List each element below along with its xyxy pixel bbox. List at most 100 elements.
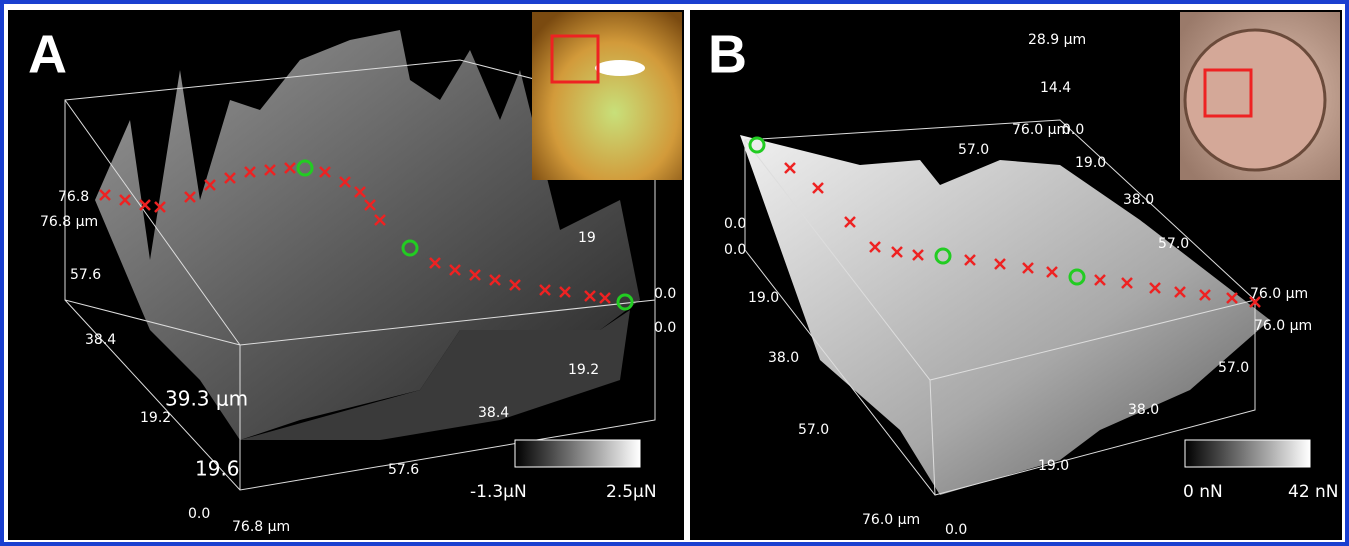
marker	[1199, 289, 1211, 301]
marker	[599, 292, 611, 304]
axis-label: 76.8 μm	[232, 519, 290, 535]
axis-label: 38.0	[768, 350, 799, 366]
axis-label: 19.2	[568, 362, 599, 378]
marker	[264, 164, 276, 176]
marker	[119, 194, 131, 206]
marker	[154, 201, 166, 213]
inset-droplet	[1183, 28, 1327, 172]
panel-letter: B	[708, 24, 747, 84]
axis-label: 38.0	[1128, 402, 1159, 418]
marker	[99, 189, 111, 201]
axis-label: 19	[578, 230, 596, 246]
marker	[1249, 296, 1261, 308]
axis-label: 76.0 μm	[1250, 286, 1308, 302]
marker	[559, 286, 571, 298]
colorbar-min: 0 nN	[1183, 482, 1223, 502]
box	[64, 59, 656, 491]
marker	[374, 214, 386, 226]
colorbar	[1184, 439, 1311, 468]
axis-label: 19.0	[748, 290, 779, 306]
marker-selected	[1068, 268, 1086, 286]
axis-label: 57.0	[1158, 236, 1189, 252]
inset-feature	[595, 60, 645, 76]
axis-label: 0.0	[724, 216, 746, 232]
marker	[584, 290, 596, 302]
axis-label: 76.0 μm	[1254, 318, 1312, 334]
marker	[812, 182, 824, 194]
marker	[319, 166, 331, 178]
marker	[539, 284, 551, 296]
marker	[354, 186, 366, 198]
marker	[364, 199, 376, 211]
marker	[284, 162, 296, 174]
axis-label: 0.0	[724, 242, 746, 258]
marker	[964, 254, 976, 266]
marker	[1022, 262, 1034, 274]
box	[744, 119, 1257, 496]
axis-label: 0.0	[945, 522, 967, 538]
panel-letter: A	[28, 24, 67, 84]
marker	[1226, 292, 1238, 304]
axis-label: 38.0	[1123, 192, 1154, 208]
axis-label: 28.9 μm	[1028, 32, 1086, 48]
colorbar-max: 2.5μN	[606, 482, 657, 502]
axis-label: 57.0	[1218, 360, 1249, 376]
marker	[1094, 274, 1106, 286]
axis-label: 76.8	[58, 189, 89, 205]
axis-label: 57.6	[70, 267, 101, 283]
axis-label: 0.0	[654, 320, 676, 336]
axis-label: 38.4	[478, 405, 509, 421]
axis-label: 19.2	[140, 410, 171, 426]
colorbar	[514, 439, 641, 468]
marker	[891, 246, 903, 258]
marker-selected	[748, 136, 766, 154]
marker-selected	[934, 247, 952, 265]
axis-label: 57.6	[388, 462, 419, 478]
surface-shadow	[240, 310, 630, 440]
marker	[1149, 282, 1161, 294]
inset-box	[1203, 68, 1253, 118]
marker	[912, 249, 924, 261]
axis-label: 0.0	[1062, 122, 1084, 138]
marker	[339, 176, 351, 188]
marker	[1174, 286, 1186, 298]
marker	[429, 257, 441, 269]
inset	[532, 12, 682, 180]
height-label: 39.3 μm	[165, 387, 248, 411]
marker	[994, 258, 1006, 270]
marker	[489, 274, 501, 286]
marker	[469, 269, 481, 281]
axis-label: 57.0	[958, 142, 989, 158]
marker	[224, 172, 236, 184]
marker	[1046, 266, 1058, 278]
axis-label: 76.8 μm	[40, 214, 98, 230]
marker-selected	[616, 293, 634, 311]
marker	[204, 179, 216, 191]
axis-label: 57.0	[798, 422, 829, 438]
axis-label: 19.0	[1038, 458, 1069, 474]
marker	[139, 199, 151, 211]
axis-label: 0.0	[188, 506, 210, 522]
colorbar-max: 42 nN	[1288, 482, 1339, 502]
marker	[184, 191, 196, 203]
axis-label: 38.4	[85, 332, 116, 348]
height-tick: 19.6	[195, 457, 240, 481]
marker	[449, 264, 461, 276]
axis-label: 0.0	[654, 286, 676, 302]
inset-box	[550, 34, 600, 84]
axis-label: 19.0	[1075, 155, 1106, 171]
marker	[509, 279, 521, 291]
axis-label: 76.0 μm	[862, 512, 920, 528]
surface	[95, 30, 640, 440]
axis-label: 14.4	[1040, 80, 1071, 96]
marker	[784, 162, 796, 174]
marker	[869, 241, 881, 253]
marker	[844, 216, 856, 228]
surface	[740, 135, 1270, 495]
colorbar-min: -1.3μN	[470, 482, 527, 502]
marker	[1121, 277, 1133, 289]
axis-label: 76.0 μm	[1012, 122, 1070, 138]
marker-selected	[296, 159, 314, 177]
marker	[244, 166, 256, 178]
